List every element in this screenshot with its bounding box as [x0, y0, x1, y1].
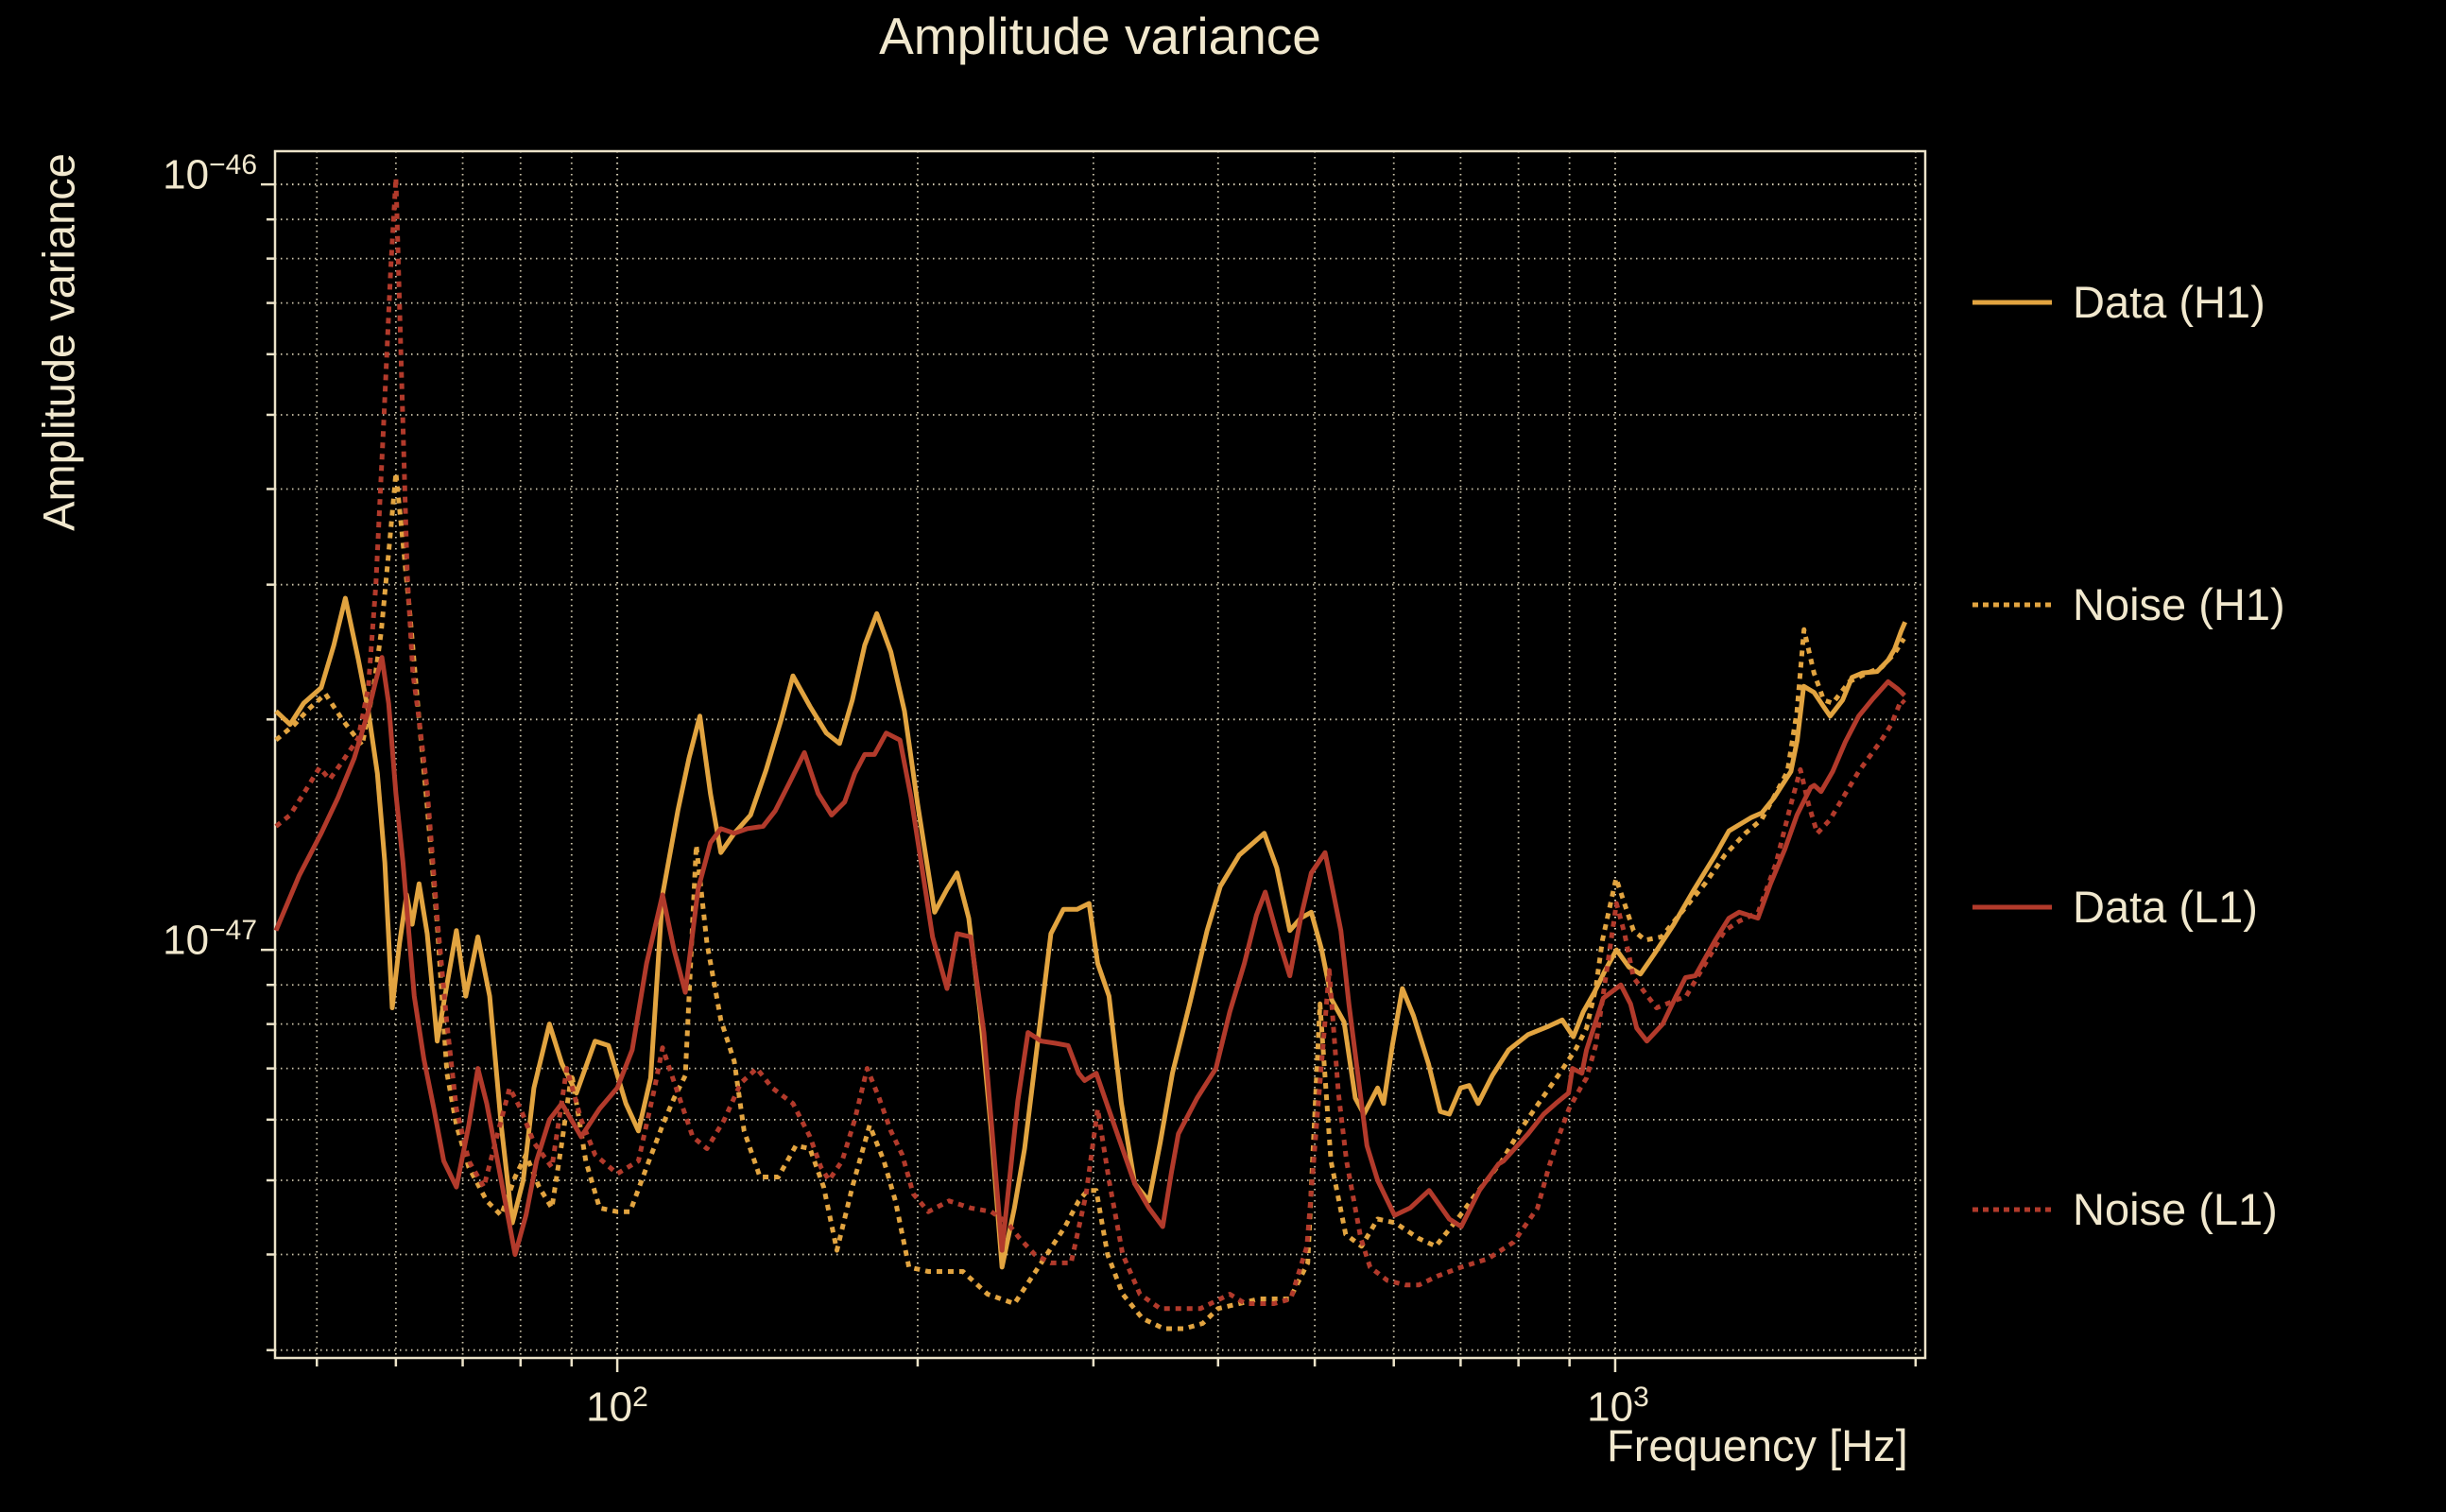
legend-line-sample-dotted-h1	[1972, 602, 2052, 607]
legend-line-sample-dotted-l1	[1972, 1207, 2052, 1211]
legend-entry-data-h1: Data (H1)	[1971, 276, 2265, 328]
legend-label-noise-l1: Noise (L1)	[2073, 1184, 2278, 1234]
legend-entry-noise-l1: Noise (L1)	[1971, 1183, 2278, 1235]
x-axis-label: Frequency [Hz]	[1607, 1420, 1908, 1470]
x-tick-label-100: 102	[586, 1382, 648, 1431]
legend-line-sample-solid-h1	[1972, 300, 2052, 304]
legend-entry-data-l1: Data (L1)	[1971, 881, 2258, 933]
y-tick-label-1e-46: 10−46	[163, 149, 257, 198]
legend-label-data-l1: Data (L1)	[2073, 882, 2258, 932]
chart-title: Amplitude variance	[879, 7, 1321, 65]
legend-label-data-h1: Data (H1)	[2073, 277, 2265, 327]
x-tick-label-1000: 103	[1587, 1382, 1649, 1431]
y-tick-label-1e-47: 10−47	[163, 915, 257, 964]
legend-line-sample-solid-l1	[1972, 904, 2052, 909]
legend-label-noise-h1: Noise (H1)	[2073, 579, 2285, 629]
legend-entry-noise-h1: Noise (H1)	[1971, 578, 2285, 630]
